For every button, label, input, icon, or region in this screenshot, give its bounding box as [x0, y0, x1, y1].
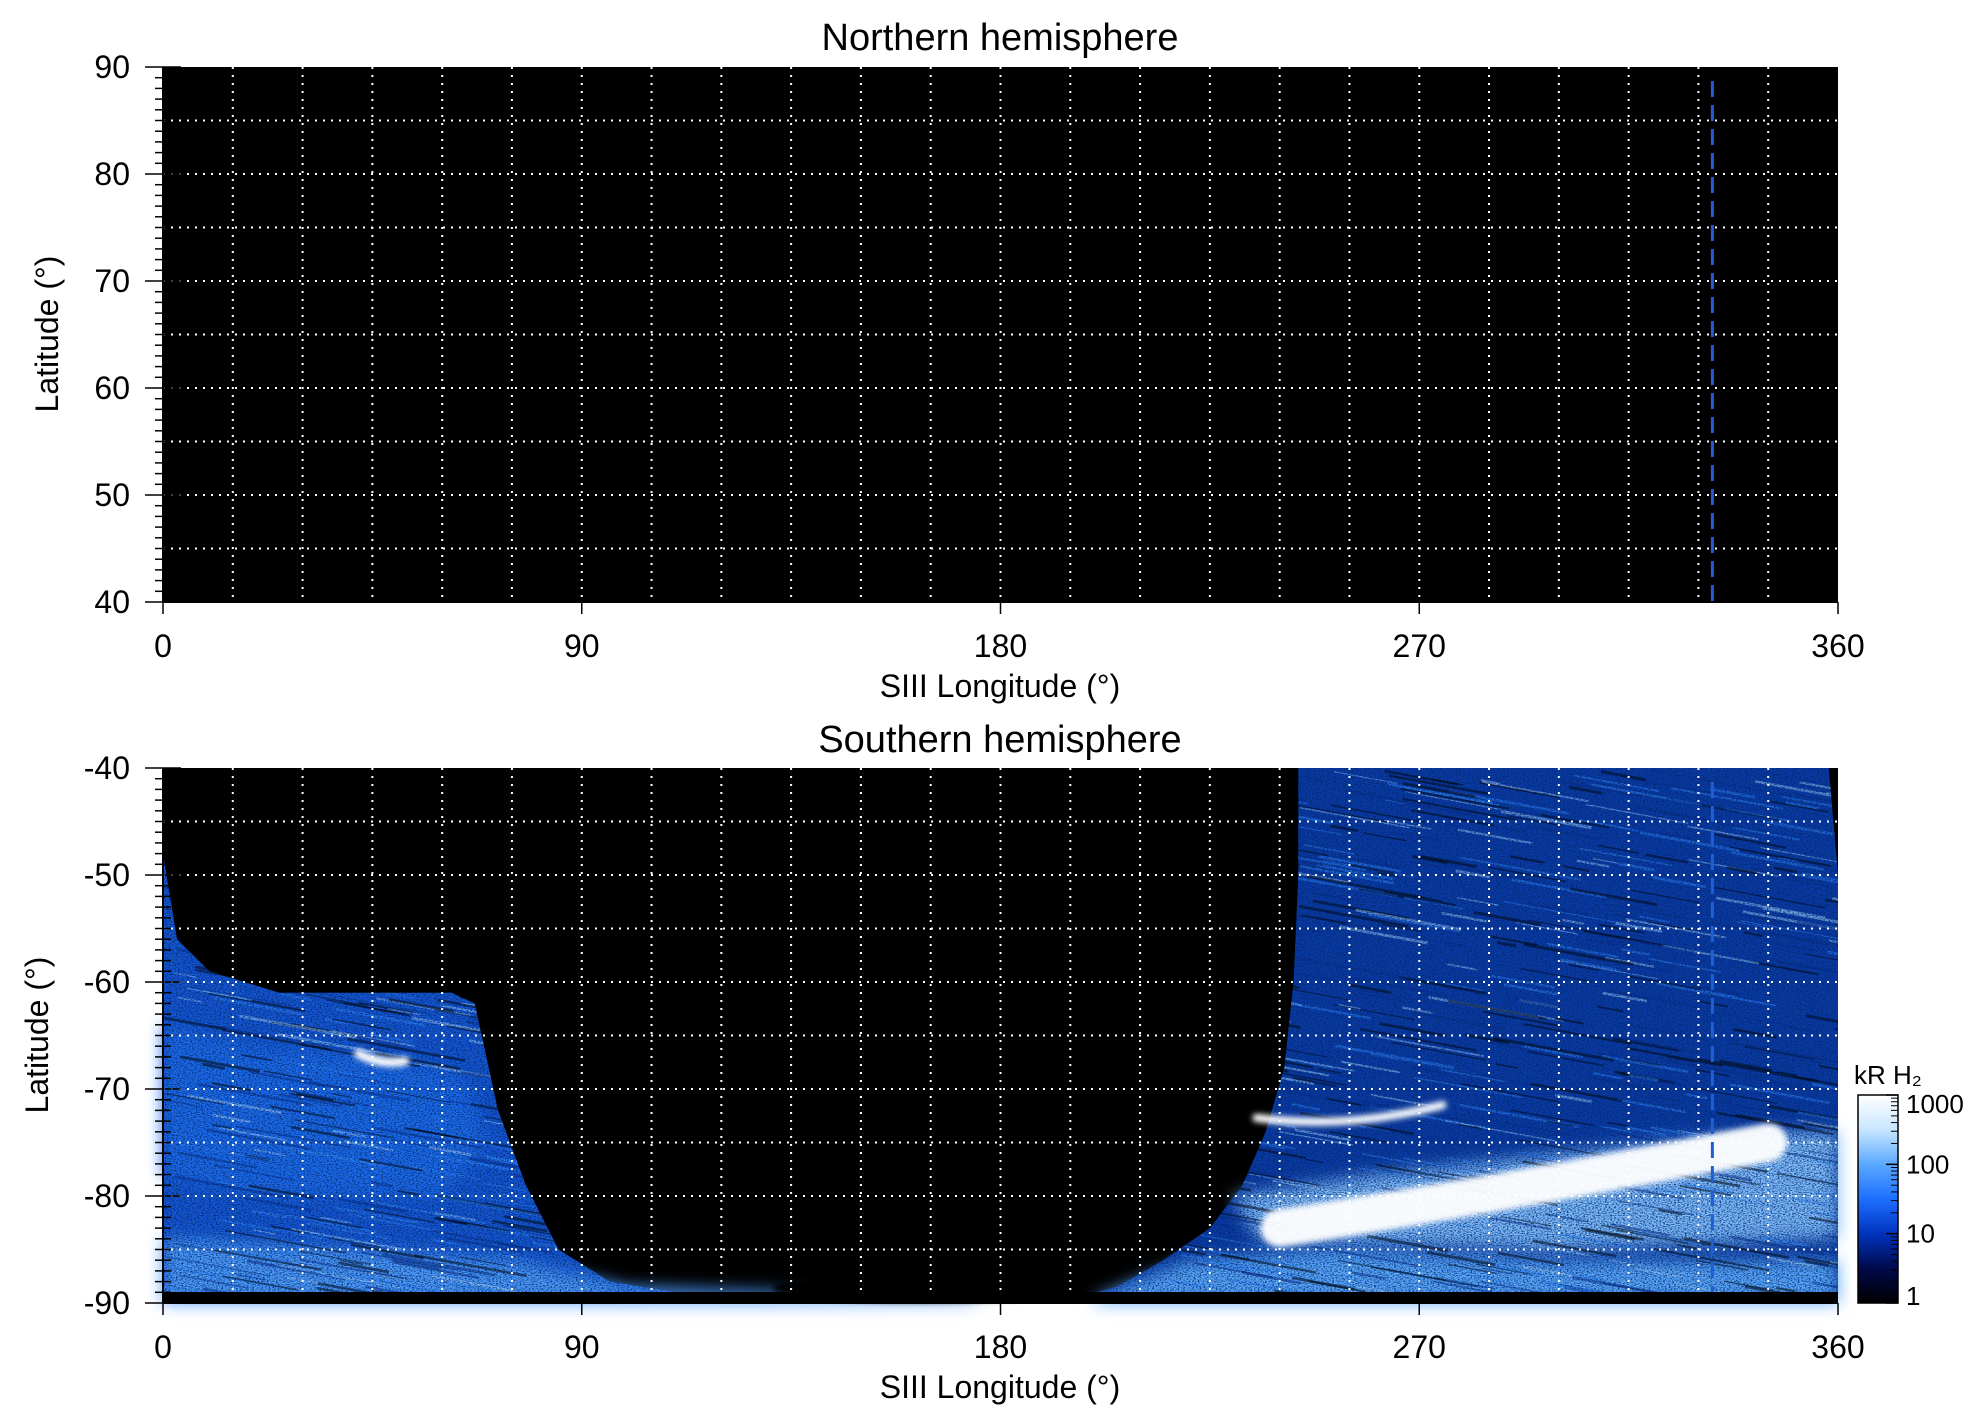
emission-streak — [1832, 897, 1838, 911]
x-tick-label: 90 — [564, 628, 600, 664]
southern-pole-band — [163, 1292, 1838, 1303]
y-tick-label: -60 — [84, 964, 130, 1000]
y-tick-label: -40 — [84, 750, 130, 786]
southern-panel-title: Southern hemisphere — [818, 719, 1181, 761]
northern-hemisphere-panel: Northern hemisphere 40 50 60 70 80 90 0 90 180 2… — [29, 17, 1865, 704]
northern-y-ticks: 40 50 60 70 80 90 — [94, 49, 181, 620]
y-tick-label: 60 — [94, 370, 130, 406]
northern-x-ticks: 0 90 180 270 360 — [154, 602, 1865, 664]
northern-grid — [163, 67, 1838, 602]
colorbar-tick-label: 100 — [1906, 1149, 1949, 1179]
y-tick-label: 90 — [94, 49, 130, 85]
northern-y-axis-label: Latitude (°) — [29, 256, 65, 413]
southern-x-ticks: 0 90 180 270 360 — [154, 1303, 1865, 1365]
emission-streak — [1827, 950, 1838, 976]
x-tick-label: 270 — [1393, 628, 1446, 664]
x-tick-label: 180 — [974, 1329, 1027, 1365]
x-tick-label: 90 — [564, 1329, 600, 1365]
colorbar-tick-label: 1 — [1906, 1281, 1920, 1311]
x-tick-label: 0 — [154, 1329, 172, 1365]
emission-streak — [1834, 1027, 1838, 1045]
y-tick-label: 50 — [94, 477, 130, 513]
y-tick-label: 70 — [94, 263, 130, 299]
main-auroral-oval — [1260, 1123, 1788, 1248]
y-tick-label: 80 — [94, 156, 130, 192]
southern-hemisphere-panel: Southern hemisphere -90 -80 -70 -60 -50 -40 0… — [19, 719, 1964, 1405]
emission-streak — [1825, 898, 1838, 921]
emission-streak — [298, 1301, 401, 1303]
x-tick-label: 180 — [974, 628, 1027, 664]
colorbar-tick-label: 10 — [1906, 1219, 1935, 1249]
southern-grid — [163, 768, 1838, 1303]
x-tick-label: 360 — [1811, 1329, 1864, 1365]
northern-panel-title: Northern hemisphere — [822, 17, 1179, 59]
y-tick-label: -80 — [84, 1178, 130, 1214]
y-tick-label: -90 — [84, 1285, 130, 1321]
southern-x-axis-label: SIII Longitude (°) — [880, 1369, 1120, 1405]
colorbar-scale — [1857, 1094, 1899, 1304]
y-tick-label: 40 — [94, 584, 130, 620]
colorbar-ticks: 1 10 100 1000 — [1886, 1089, 1964, 1311]
y-tick-label: -70 — [84, 1071, 130, 1107]
southern-y-ticks: -90 -80 -70 -60 -50 -40 — [84, 750, 181, 1321]
x-tick-label: 270 — [1393, 1329, 1446, 1365]
emission-streak — [1826, 792, 1838, 810]
x-tick-label: 0 — [154, 628, 172, 664]
colorbar-label: kR H₂ — [1854, 1060, 1922, 1090]
bright-arc-west — [353, 1049, 410, 1067]
emission-streak — [1827, 809, 1838, 828]
y-tick-label: -50 — [84, 857, 130, 893]
southern-y-axis-label: Latitude (°) — [19, 957, 55, 1114]
colorbar: 1 10 100 1000 kR H₂ — [1854, 1060, 1964, 1311]
x-tick-label: 360 — [1811, 628, 1864, 664]
northern-x-axis-label: SIII Longitude (°) — [880, 668, 1120, 704]
colorbar-tick-label: 1000 — [1906, 1089, 1964, 1119]
